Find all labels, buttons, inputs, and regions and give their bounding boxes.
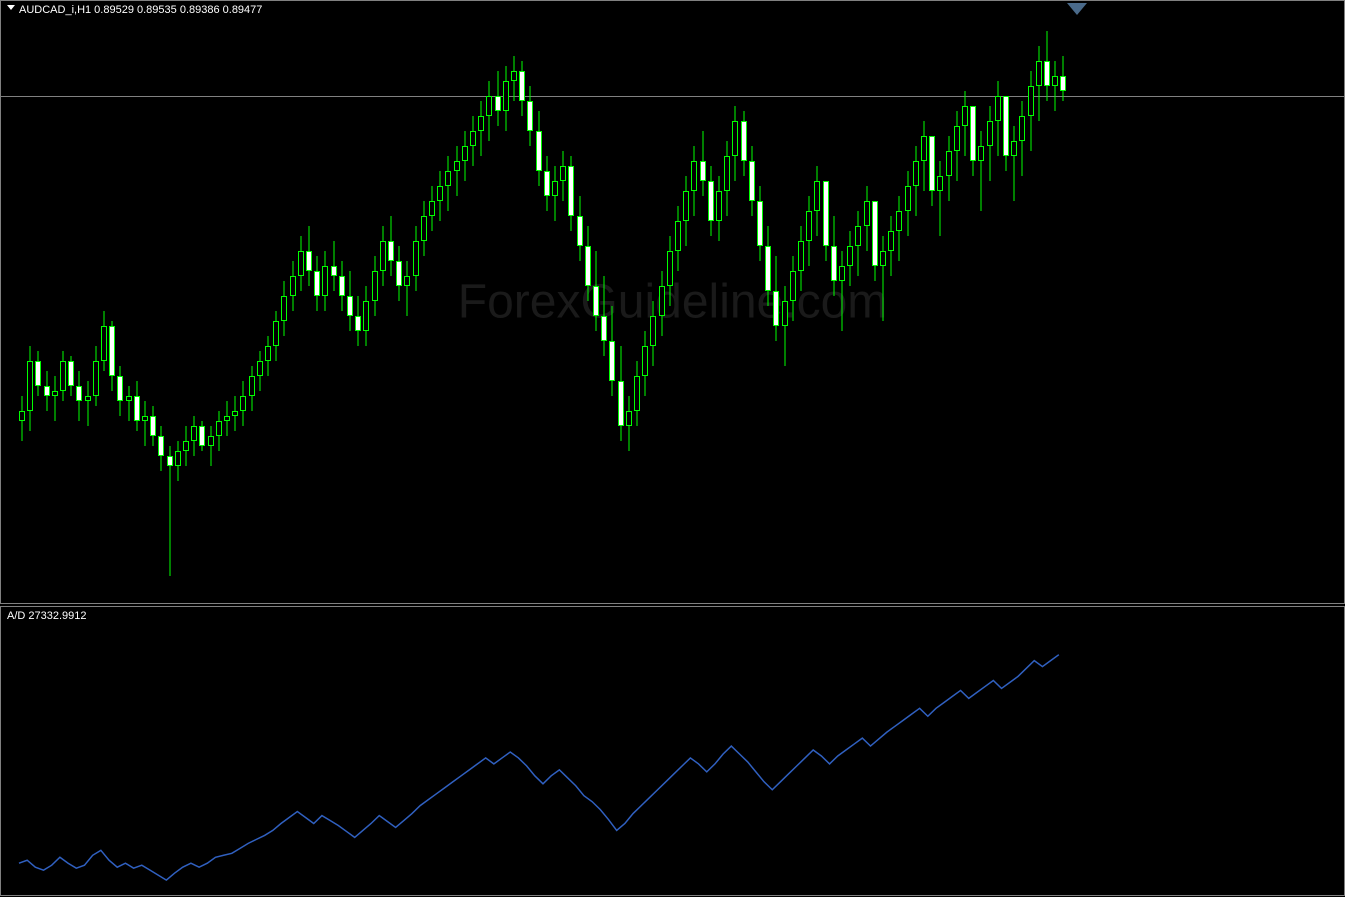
main-candlestick-chart[interactable]: AUDCAD_i,H1 0.89529 0.89535 0.89386 0.89… (0, 0, 1345, 604)
indicator-panel[interactable]: A/D 27332.9912 (0, 606, 1345, 896)
candle-container (1, 1, 1344, 603)
chart-menu-dropdown-icon[interactable] (7, 5, 15, 10)
indicator-label: A/D 27332.9912 (7, 610, 87, 622)
indicator-line-chart (1, 607, 1344, 895)
chart-title: AUDCAD_i,H1 0.89529 0.89535 0.89386 0.89… (19, 4, 262, 16)
signal-arrow-icon (1067, 3, 1087, 15)
